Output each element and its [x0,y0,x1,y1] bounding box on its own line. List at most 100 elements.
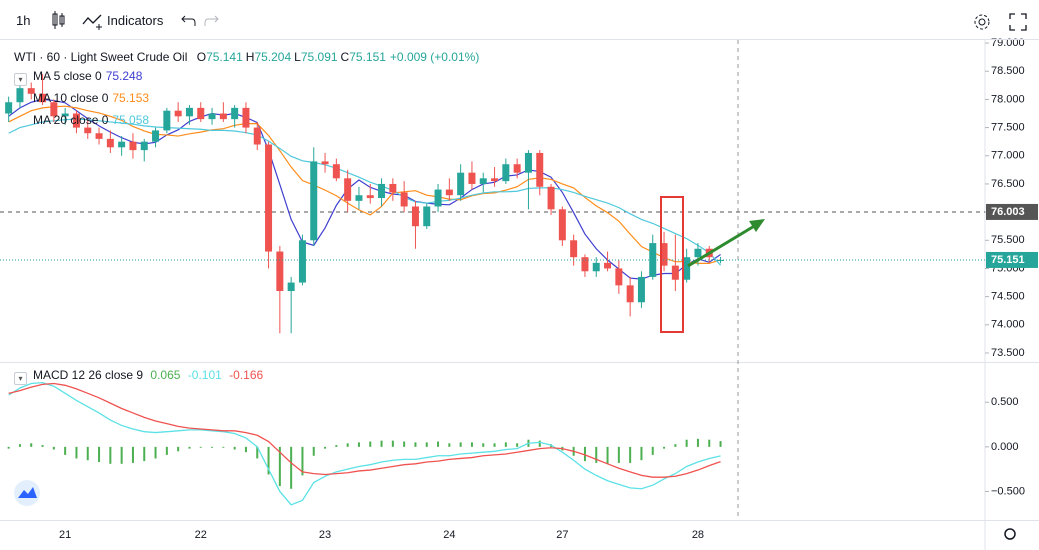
candle-body [389,183,397,193]
histogram-bar [7,446,10,449]
candle-body [84,127,92,134]
change-value: +0.009 (+0.01%) [389,50,480,64]
histogram-bar [674,444,677,447]
histogram-bar [391,440,394,447]
candle-body [604,262,612,269]
candle-body [558,209,566,241]
histogram-bar [143,446,146,462]
signal-value: -0.166 [229,368,264,382]
histogram-bar [482,443,485,447]
histogram-bar [335,445,338,447]
ma-name: MA 10 close 0 [33,91,109,105]
ohlc-value: 75.204 [254,50,292,64]
histogram-bar [493,443,496,447]
candle-body [683,257,691,280]
y-tick-label: 76.500 [991,178,1025,190]
histogram-bar [640,446,643,461]
macd-value: -0.101 [187,368,222,382]
candle-body [152,130,160,142]
redo-icon[interactable] [204,14,222,30]
ma-line [8,98,721,280]
candle-body [50,102,58,117]
candle-body [332,164,340,179]
candle-body [310,161,318,241]
candle-body [5,102,13,114]
y-tick-label: 73.500 [991,347,1025,359]
ohlc-value: 75.091 [300,50,338,64]
histogram-bar [290,446,293,489]
collapse-button[interactable]: ▾ [14,372,27,385]
fullscreen-button[interactable] [1008,12,1028,32]
candle-body [27,88,35,94]
candle-body [185,107,193,117]
histogram-bar [165,446,168,455]
histogram-bar [52,446,55,450]
candle-body [118,141,126,148]
candle-body [276,251,284,292]
histogram-bar [109,446,112,464]
histogram-bar [41,445,44,447]
ma-name: MA 5 close 0 [33,69,102,83]
candle-body [208,113,216,120]
ma-name: MA 20 close 0 [33,113,109,127]
candle-body [287,282,295,292]
ohlc-prefix: O [196,50,207,64]
candle-body [219,113,227,120]
ma-legend-row: ▾ MA 5 close 0 75.248 [14,69,142,86]
candle-body [592,262,600,272]
histogram-bar [256,446,259,459]
candle-body [671,265,679,280]
x-tick-label: 28 [692,529,704,541]
candle-body [637,276,645,303]
undo-icon[interactable] [178,14,196,30]
candle-body [355,195,363,201]
y-tick-label: 0.500 [991,396,1019,408]
settings-icon[interactable] [1004,528,1016,540]
candle-body [615,268,623,286]
toolbar: 1h Indicators [0,0,1039,40]
histogram-bar [414,442,417,447]
candle-body [242,107,250,128]
settings-button[interactable] [972,12,992,32]
x-tick-label: 23 [319,529,331,541]
ohlc-value: 75.151 [349,50,386,64]
histogram-bar [685,439,688,447]
histogram-bar [131,446,134,463]
candle-body [366,195,374,199]
x-tick-label: 21 [59,529,71,541]
histogram-bar [538,440,541,447]
histogram-bar [244,446,247,453]
histogram-bar [606,446,609,464]
main-legend: WTI · 60 · Light Sweet Crude Oil O75.141… [14,50,479,64]
x-tick-label: 27 [556,529,568,541]
annotation-arrow [687,223,757,268]
candle-body [423,206,431,227]
candle-body [445,189,453,196]
candle-body [649,243,657,277]
histogram-bar [357,442,360,447]
indicators-button[interactable]: Indicators [107,13,164,28]
layers: 73.50074.00074.50075.00075.50076.00076.5… [0,37,1038,541]
candle-body [547,186,555,210]
macd-line [8,381,721,506]
histogram-bar [86,446,89,461]
histogram-bar [696,438,699,447]
candle-body [660,243,668,266]
histogram-bar [301,446,304,476]
candle-body [434,189,442,207]
histogram-bar [222,446,225,448]
candle-body [321,161,329,165]
histogram-bar [470,442,473,447]
collapse-button: ▾ [14,73,27,86]
histogram-bar [324,446,327,449]
histogram-bar [651,446,654,455]
candle-body [536,152,544,187]
histogram-bar [516,443,519,447]
histogram-bar [663,446,666,449]
chart-type-icon[interactable] [50,10,66,30]
candle-body [491,178,499,182]
interval-button[interactable]: 1h [16,13,31,28]
indicators-icon[interactable] [82,12,104,32]
candle-body [479,178,487,184]
y-tick-label: 78.500 [991,65,1025,77]
